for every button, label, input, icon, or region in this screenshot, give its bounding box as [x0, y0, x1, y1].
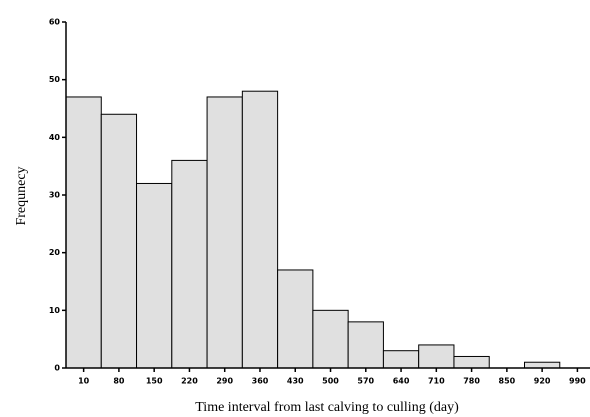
x-axis-label: Time interval from last calving to culli…	[195, 400, 459, 415]
bar	[347, 321, 384, 369]
bar	[241, 90, 279, 369]
bar	[382, 350, 420, 369]
bar	[524, 361, 561, 369]
y-tick-label: 30	[49, 191, 61, 200]
y-tick-label: 50	[49, 75, 61, 84]
x-tick-label: 500	[322, 377, 339, 386]
y-tick-label: 40	[49, 133, 61, 142]
bar	[100, 113, 138, 369]
y-tick-label: 10	[49, 306, 61, 315]
x-tick-label: 710	[428, 377, 445, 386]
x-tick-label: 570	[357, 377, 374, 386]
x-tick-label: 920	[534, 377, 551, 386]
x-tick-label: 430	[287, 377, 304, 386]
bar	[65, 96, 102, 369]
bar	[206, 96, 243, 369]
x-tick-label: 220	[181, 377, 198, 386]
x-tick-label: 150	[146, 377, 163, 386]
y-tick-label: 20	[49, 248, 61, 257]
x-tick-label: 780	[463, 377, 480, 386]
bar	[312, 309, 349, 369]
bar	[171, 159, 208, 369]
bar	[136, 182, 173, 369]
bar	[418, 344, 455, 369]
y-tick-label: 60	[49, 18, 61, 27]
x-tick-label: 290	[216, 377, 233, 386]
x-tick-label: 990	[569, 377, 586, 386]
x-tick-label: 640	[393, 377, 410, 386]
x-tick-label: 80	[113, 377, 125, 386]
bar	[277, 269, 314, 369]
x-tick-label: 10	[78, 377, 90, 386]
y-axis-label: Frequnecy	[14, 166, 29, 225]
bar	[453, 355, 490, 369]
x-tick-label: 360	[252, 377, 269, 386]
y-tick-label: 0	[54, 364, 60, 373]
x-tick-label: 850	[499, 377, 516, 386]
